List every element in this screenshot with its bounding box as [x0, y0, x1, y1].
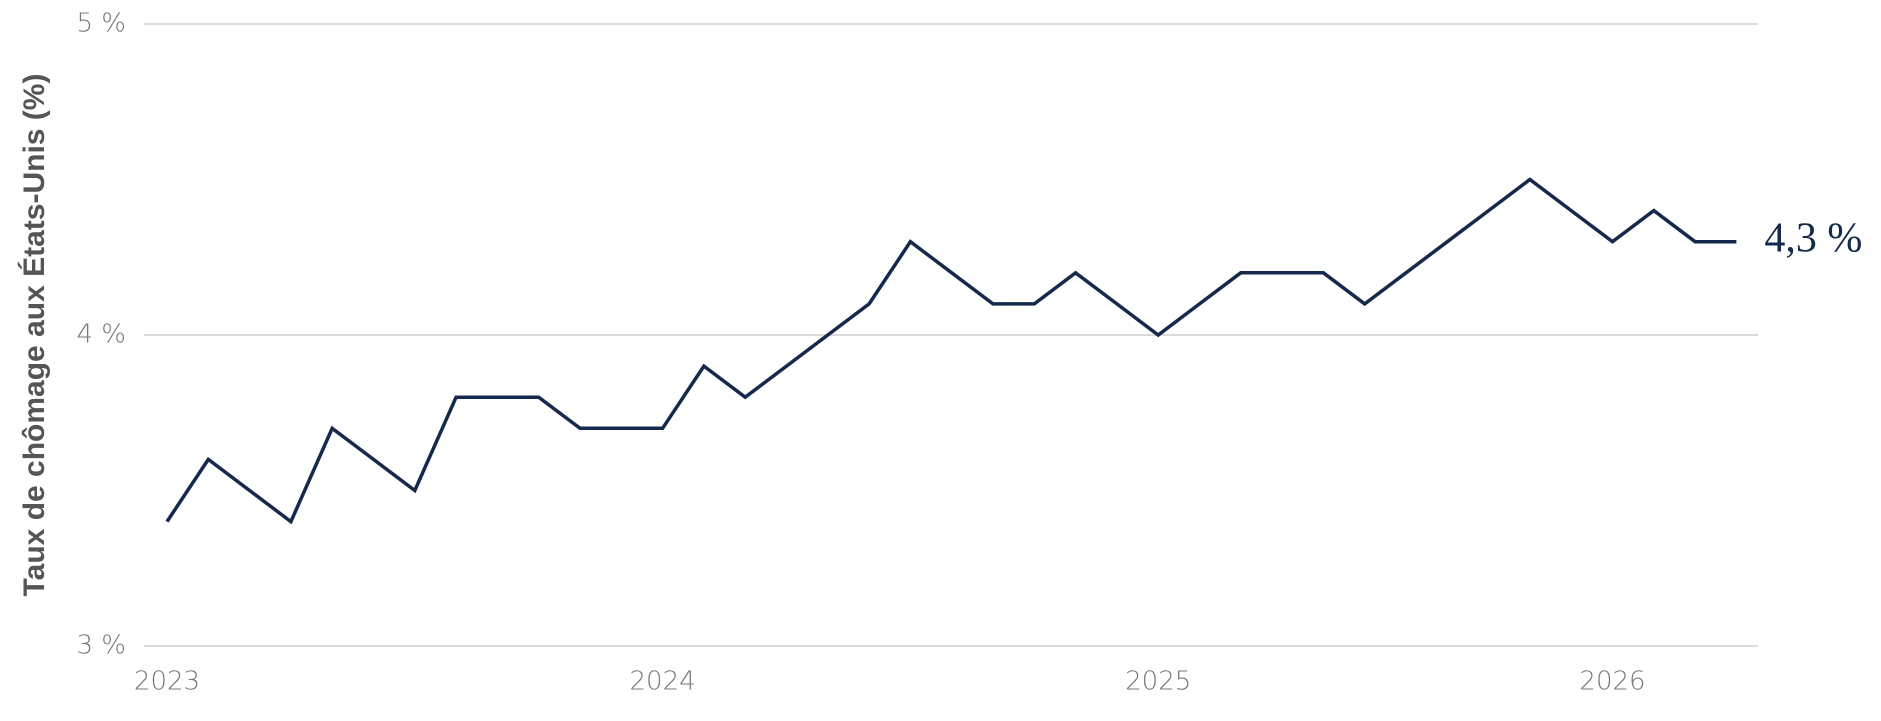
x-tick-label: 2023 — [134, 667, 200, 697]
y-tick-label: 4 % — [76, 320, 126, 350]
x-tick-label: 2025 — [1125, 667, 1191, 697]
line — [165, 177, 1737, 525]
y-tick-label: 3 % — [76, 631, 126, 661]
x-tick-label: 2024 — [630, 667, 696, 697]
end-label: 4,3 % — [1764, 215, 1862, 261]
y-axis-label: Taux de chômage aux États-Unis (%) — [17, 74, 51, 597]
y-tick-label: 5 % — [76, 9, 126, 39]
x-tick-label: 2026 — [1579, 667, 1645, 697]
